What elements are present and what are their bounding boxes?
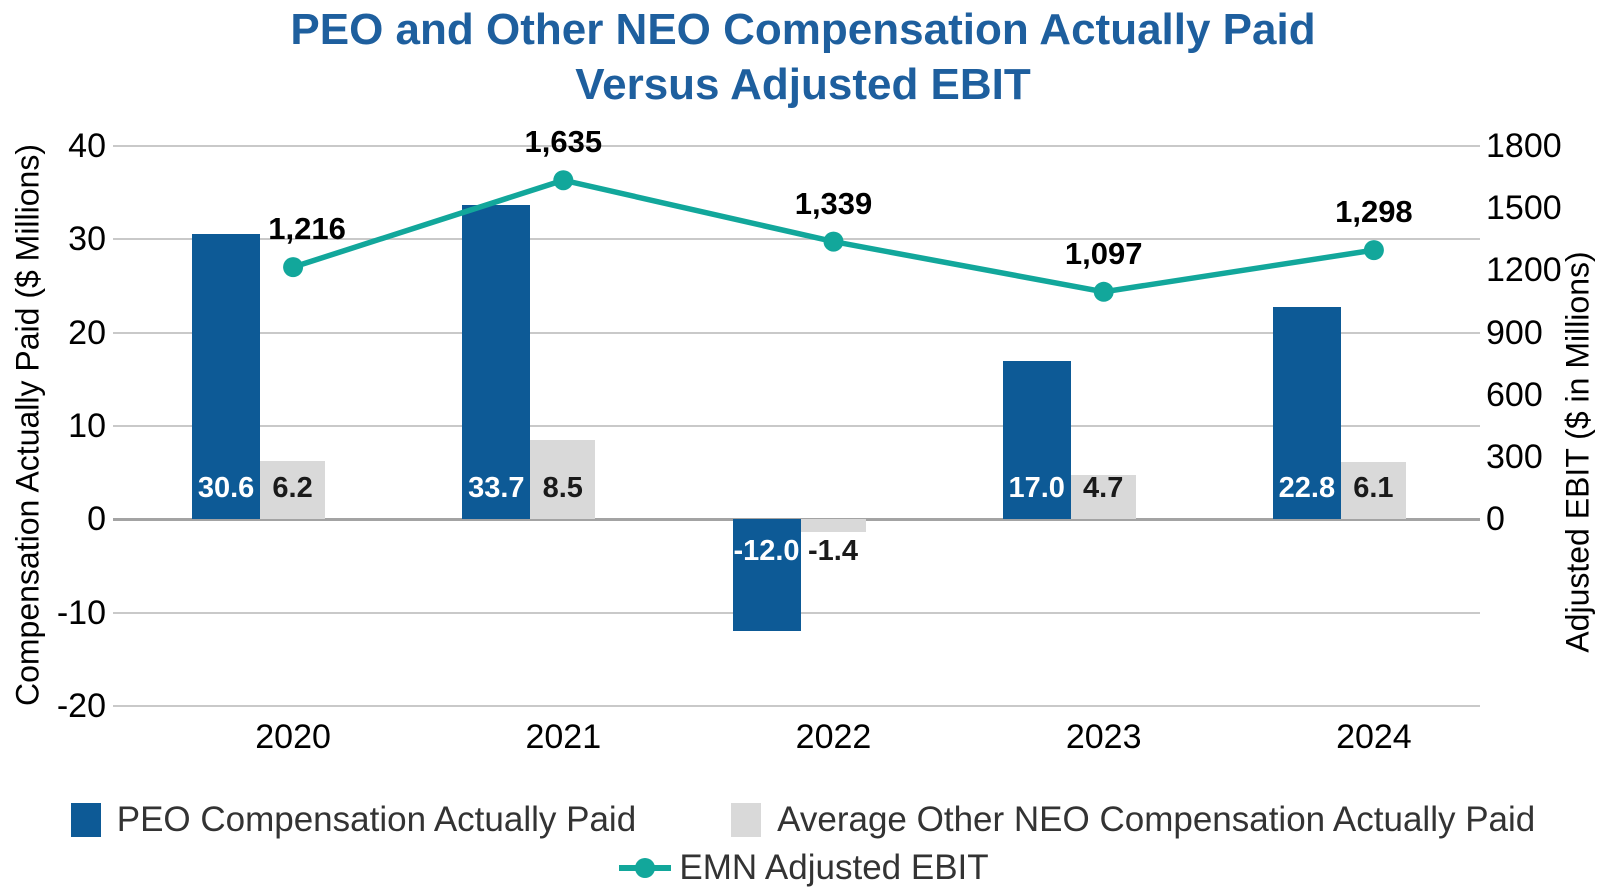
left-axis-tick-label: 0	[87, 500, 106, 539]
gridline	[113, 331, 1480, 334]
neo-bar-value-label: 6.2	[272, 472, 313, 505]
gridline	[113, 705, 1480, 707]
ebit-marker	[1093, 281, 1114, 302]
right-axis-tick-label: 1500	[1486, 189, 1562, 228]
neo-swatch-icon	[731, 803, 762, 837]
left-axis-tick-label: 30	[68, 220, 106, 259]
left-axis-tick-label: -10	[56, 593, 106, 632]
legend-label-neo: Average Other NEO Compensation Actually …	[777, 800, 1536, 839]
peo-bar-value-label: 22.8	[1278, 472, 1336, 505]
ebit-marker	[553, 170, 574, 191]
right-axis-tick-label: 0	[1486, 500, 1505, 539]
neo-bar	[530, 440, 596, 520]
right-axis-tick-label: 1800	[1486, 127, 1562, 165]
legend-row-1: PEO Compensation Actually Paid Average O…	[70, 800, 1535, 840]
neo-bar	[1340, 462, 1406, 520]
peo-bar	[732, 519, 801, 632]
legend-item-neo: Average Other NEO Compensation Actually …	[731, 800, 1535, 840]
left-axis-tick-label: 40	[68, 127, 106, 165]
neo-bar-value-label: 6.1	[1353, 472, 1394, 505]
legend-row-2: EMN Adjusted EBIT	[617, 848, 989, 888]
legend-item-ebit: EMN Adjusted EBIT	[617, 848, 989, 888]
neo-bar-value-label: 4.7	[1083, 472, 1124, 505]
chart-title-line1: PEO and Other NEO Compensation Actually …	[290, 5, 1316, 54]
neo-bar	[260, 461, 326, 520]
ebit-value-label: 1,216	[268, 211, 346, 247]
line-marker-icon	[619, 858, 672, 878]
left-axis-tick-label: -20	[56, 687, 106, 725]
peo-swatch-icon	[70, 803, 101, 837]
neo-bar-value-label: 8.5	[542, 472, 583, 505]
legend: PEO Compensation Actually Paid Average O…	[0, 800, 1606, 888]
ebit-value-label: 1,298	[1335, 194, 1413, 230]
ebit-value-label: 1,097	[1064, 235, 1143, 271]
right-axis-tick-label: 600	[1486, 375, 1543, 414]
peo-bar-value-label: -12.0	[733, 535, 800, 568]
ebit-value-label: 1,635	[524, 124, 603, 160]
neo-bar	[1070, 475, 1136, 520]
x-axis-label: 2020	[255, 718, 331, 756]
x-axis-label: 2022	[795, 718, 872, 756]
peo-bar	[1272, 306, 1341, 520]
neo-bar	[800, 519, 866, 533]
peo-bar-value-label: 33.7	[468, 472, 525, 505]
peo-bar-value-label: 17.0	[1008, 472, 1065, 505]
legend-item-peo: PEO Compensation Actually Paid	[70, 800, 637, 840]
chart-title: PEO and Other NEO Compensation Actually …	[0, 2, 1606, 112]
peo-bar	[1002, 360, 1071, 520]
x-axis-label: 2024	[1336, 718, 1412, 756]
ebit-marker	[283, 257, 304, 278]
legend-label-ebit: EMN Adjusted EBIT	[679, 848, 989, 887]
left-axis-tick-label: 20	[68, 313, 106, 352]
ebit-value-label: 1,339	[794, 185, 873, 221]
chart-title-line2: Versus Adjusted EBIT	[575, 60, 1031, 109]
right-axis-title: Adjusted EBIT ($ in Millions)	[1559, 251, 1596, 653]
ebit-marker	[823, 231, 844, 252]
x-axis-label: 2021	[525, 718, 602, 756]
right-axis-tick-label: 900	[1486, 313, 1543, 352]
gridline	[113, 425, 1480, 427]
right-axis-tick-label: 300	[1486, 438, 1543, 477]
neo-bar-value-label: -1.4	[808, 535, 858, 568]
peo-bar-value-label: 30.6	[197, 472, 255, 505]
right-axis-tick-label: 1200	[1486, 251, 1562, 290]
left-axis-tick-label: 10	[68, 407, 106, 445]
legend-label-peo: PEO Compensation Actually Paid	[116, 800, 637, 839]
x-axis-label: 2023	[1065, 718, 1142, 756]
gridline	[113, 145, 1480, 147]
ebit-marker	[1363, 240, 1384, 261]
peo-bar	[192, 233, 261, 520]
